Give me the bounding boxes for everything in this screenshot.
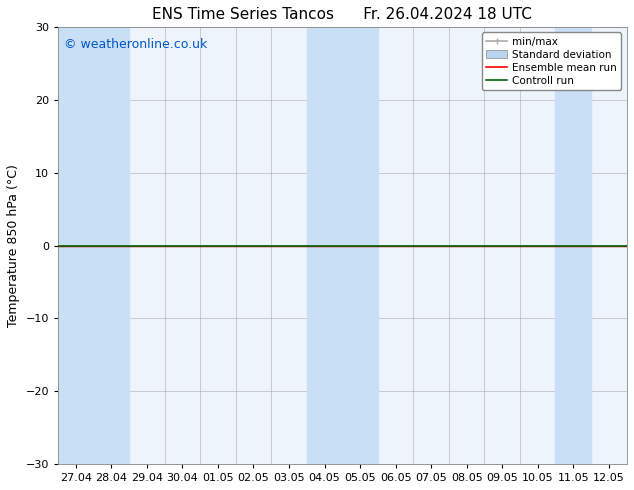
Title: ENS Time Series Tancos      Fr. 26.04.2024 18 UTC: ENS Time Series Tancos Fr. 26.04.2024 18… — [152, 7, 532, 22]
Text: © weatheronline.co.uk: © weatheronline.co.uk — [63, 38, 207, 51]
Legend: min/max, Standard deviation, Ensemble mean run, Controll run: min/max, Standard deviation, Ensemble me… — [482, 32, 621, 90]
Bar — [307, 27, 378, 464]
Bar — [555, 27, 591, 464]
Y-axis label: Temperature 850 hPa (°C): Temperature 850 hPa (°C) — [7, 164, 20, 327]
Bar — [58, 27, 129, 464]
